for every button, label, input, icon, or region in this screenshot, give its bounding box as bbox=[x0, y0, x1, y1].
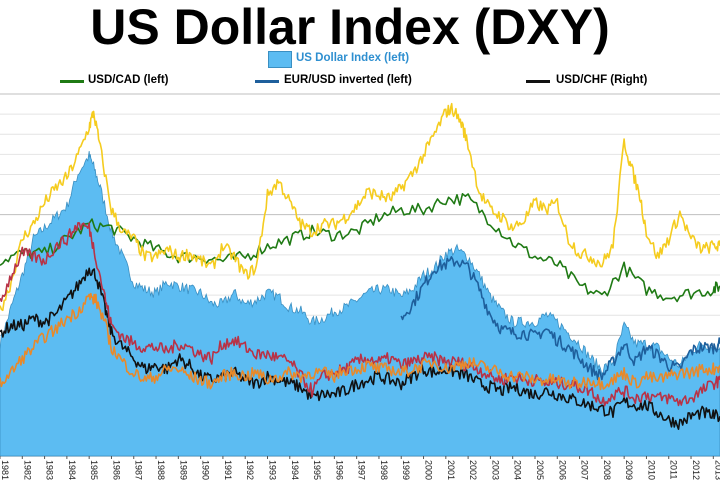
x-tick-label: 1985 bbox=[89, 460, 99, 480]
x-tick-label: 1981 bbox=[0, 460, 10, 480]
x-tick-label: 2008 bbox=[602, 460, 612, 480]
x-tick-label: 1991 bbox=[223, 460, 233, 480]
x-tick-label: 1996 bbox=[334, 460, 344, 480]
x-tick-label: 2004 bbox=[513, 460, 523, 480]
x-tick-label: 2011 bbox=[669, 460, 679, 479]
x-tick-label: 2010 bbox=[646, 460, 656, 480]
x-tick-label: 1995 bbox=[312, 460, 322, 480]
usd-chf-right-line bbox=[0, 267, 720, 430]
legend-label-usdcad: USD/CAD (left) bbox=[88, 74, 169, 86]
x-tick-label: 1990 bbox=[201, 460, 211, 480]
line-series bbox=[0, 102, 720, 430]
x-tick-label: 1993 bbox=[268, 460, 278, 480]
x-tick-label: 2002 bbox=[468, 460, 478, 480]
series-5-line bbox=[0, 222, 720, 407]
x-tick-label: 1983 bbox=[45, 460, 55, 480]
x-tick-label: 1986 bbox=[112, 460, 122, 480]
eur-usd-inverted-left-line bbox=[400, 256, 720, 381]
x-tick-label: 1992 bbox=[245, 460, 255, 480]
x-tick-label: 1982 bbox=[22, 460, 32, 480]
x-tick-label: 1988 bbox=[156, 460, 166, 480]
x-tick-label: 1997 bbox=[357, 460, 367, 480]
chart-title: US Dollar Index (DXY) bbox=[90, 0, 610, 55]
x-tick-label: 2000 bbox=[424, 460, 434, 480]
x-tick-label: 2007 bbox=[580, 460, 590, 480]
x-tick-label: 1989 bbox=[178, 460, 188, 480]
series-4-line bbox=[0, 102, 720, 312]
x-tick-label: 1999 bbox=[401, 460, 411, 480]
x-tick-label: 1984 bbox=[67, 460, 77, 480]
x-tick-label: 2001 bbox=[446, 460, 456, 480]
legend-swatch-dxy bbox=[268, 51, 292, 68]
legend-label-eurusd: EUR/USD inverted (left) bbox=[284, 74, 412, 86]
x-tick-label: 1998 bbox=[379, 460, 389, 480]
x-tick-label: 2013 bbox=[713, 460, 720, 480]
x-tick-label: 2005 bbox=[535, 460, 545, 480]
x-axis-ticks: 1981 1982 1983 1984 1985 1986 1987 1988 1989 1990… bbox=[0, 456, 720, 480]
x-tick-label: 2006 bbox=[557, 460, 567, 480]
x-tick-label: 1994 bbox=[290, 460, 300, 480]
legend-swatch-usdchf bbox=[526, 80, 550, 83]
legend-swatch-eurusd bbox=[255, 80, 279, 83]
series-6-line bbox=[0, 292, 720, 391]
legend-label-dxy: US Dollar Index (left) bbox=[296, 52, 410, 64]
x-tick-label: 2003 bbox=[490, 460, 500, 480]
legend-label-usdchf: USD/CHF (Right) bbox=[556, 74, 648, 86]
x-tick-label: 2012 bbox=[691, 460, 701, 480]
x-tick-label: 1987 bbox=[134, 460, 144, 480]
usd-cad-left-line bbox=[0, 193, 720, 303]
x-tick-label: 2009 bbox=[624, 460, 634, 480]
legend-swatch-usdcad bbox=[60, 80, 84, 83]
